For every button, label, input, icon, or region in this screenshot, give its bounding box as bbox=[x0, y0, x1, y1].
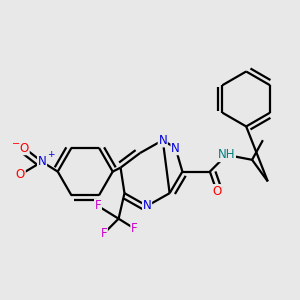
Text: N: N bbox=[171, 142, 180, 154]
Text: O: O bbox=[20, 142, 29, 154]
Text: O: O bbox=[16, 168, 25, 181]
Text: N: N bbox=[158, 134, 167, 147]
Text: +: + bbox=[47, 150, 55, 159]
Text: F: F bbox=[131, 222, 138, 235]
Text: O: O bbox=[212, 185, 221, 198]
Text: NH: NH bbox=[218, 148, 235, 161]
Text: N: N bbox=[38, 155, 46, 168]
Text: F: F bbox=[100, 227, 107, 240]
Text: F: F bbox=[95, 200, 101, 212]
Text: −: − bbox=[12, 139, 20, 148]
Text: N: N bbox=[143, 200, 152, 212]
